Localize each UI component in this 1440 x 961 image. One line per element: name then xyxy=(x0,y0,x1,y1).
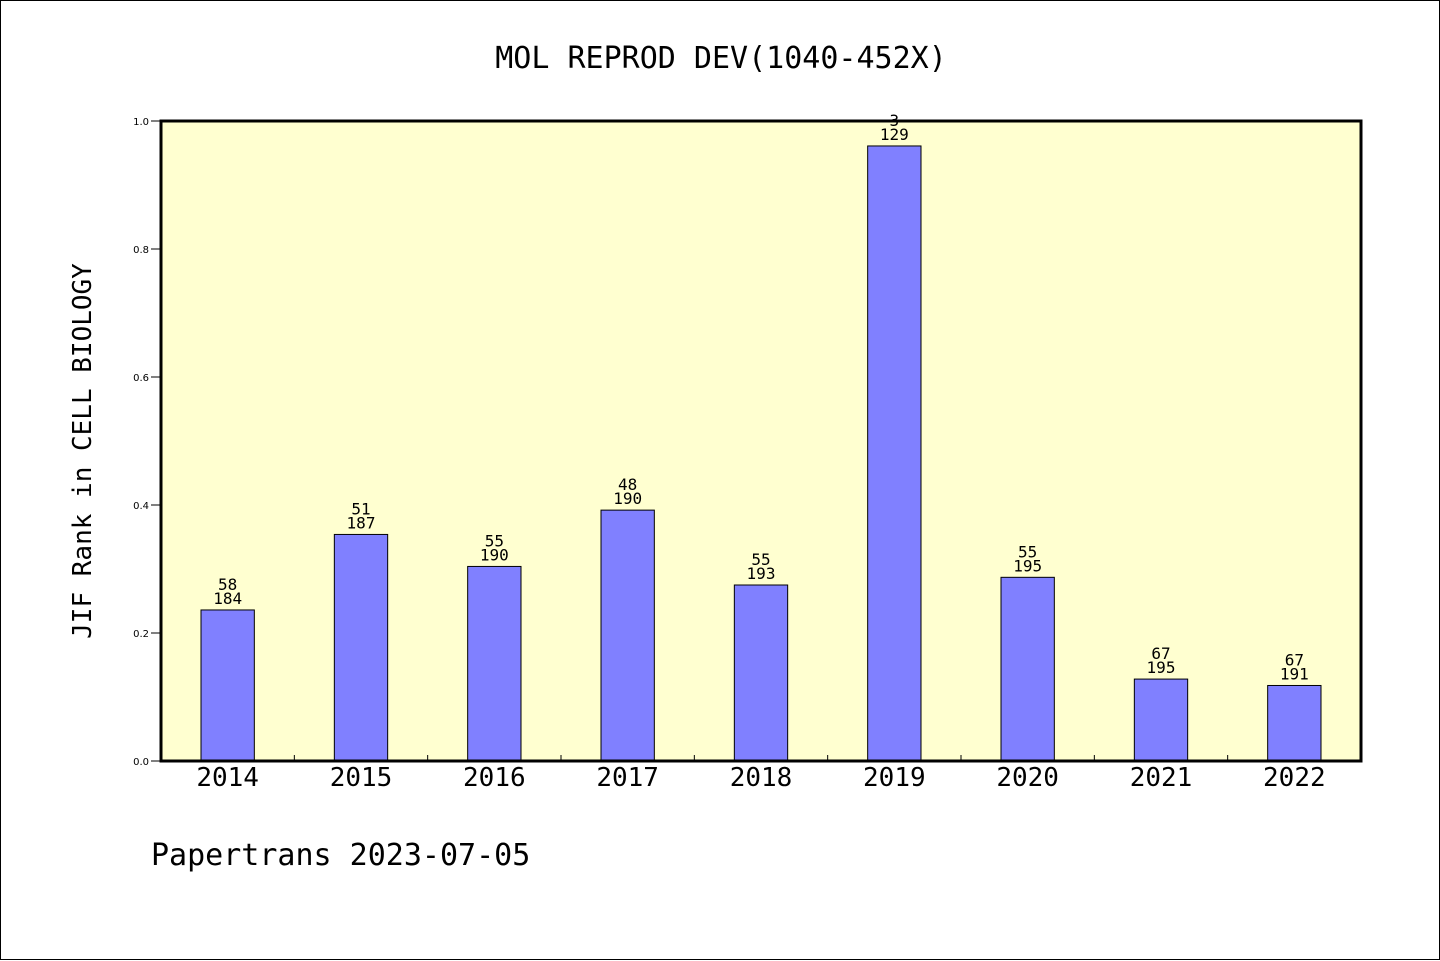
x-tick-label-2021: 2021 xyxy=(1130,763,1193,793)
rank-label-2017: 48 xyxy=(618,475,637,494)
x-tick-label-2014: 2014 xyxy=(196,763,259,793)
rank-label-2016: 55 xyxy=(485,531,504,550)
y-tick-label: 0.0 xyxy=(133,757,149,768)
y-axis: 0.0 0.2 0.4 0.6 0.8 1.0 xyxy=(133,117,161,768)
total-label-2020: 195 xyxy=(1013,556,1042,575)
chart-title: MOL REPROD DEV(1040-452X) xyxy=(495,41,947,76)
total-label-2021: 195 xyxy=(1147,658,1176,677)
bar-2015 xyxy=(333,533,389,762)
x-tick-label-2020: 2020 xyxy=(996,763,1059,793)
total-label-2018: 193 xyxy=(747,564,776,583)
bar-2022 xyxy=(1267,684,1322,762)
rank-label-2014: 58 xyxy=(218,575,237,594)
bar-2017 xyxy=(600,509,655,762)
rank-label-2018: 55 xyxy=(751,550,770,569)
y-tick-label: 0.2 xyxy=(133,629,149,640)
footer-text: Papertrans 2023-07-05 xyxy=(151,838,530,873)
x-axis: 2014 2015 2016 2017 2018 2019 2020 2021 2022 xyxy=(196,755,1326,793)
bar-2018 xyxy=(733,584,789,762)
total-label-2022: 191 xyxy=(1280,664,1309,683)
plot-border xyxy=(159,119,1363,763)
bar-2020 xyxy=(1000,576,1055,762)
x-tick-label-2018: 2018 xyxy=(730,763,793,793)
rank-label-2022: 67 xyxy=(1285,650,1304,669)
y-tick-label: 1.0 xyxy=(133,117,149,128)
rank-label-2021: 67 xyxy=(1151,644,1170,663)
x-tick-label-2022: 2022 xyxy=(1263,763,1326,793)
bar-2016 xyxy=(467,565,522,762)
x-tick-label-2019: 2019 xyxy=(863,763,926,793)
total-label-2019: 129 xyxy=(880,125,909,144)
y-axis-label: JIF Rank in CELL BIOLOGY xyxy=(68,263,98,639)
bars-layer xyxy=(200,145,1322,762)
total-label-2016: 190 xyxy=(480,545,509,564)
rank-label-2015: 51 xyxy=(351,499,370,518)
y-tick-label: 0.4 xyxy=(133,501,149,512)
bar-2019 xyxy=(867,145,922,762)
x-tick-label-2016: 2016 xyxy=(463,763,526,793)
total-label-2015: 187 xyxy=(347,513,376,532)
bar-2021 xyxy=(1133,678,1189,762)
total-label-2014: 184 xyxy=(213,589,242,608)
y-tick-label: 0.8 xyxy=(133,245,149,256)
x-tick-label-2017: 2017 xyxy=(596,763,659,793)
y-tick-label: 0.6 xyxy=(133,373,149,384)
rank-label-2020: 55 xyxy=(1018,542,1037,561)
bar-2014 xyxy=(200,609,255,762)
total-label-2017: 190 xyxy=(613,489,642,508)
x-tick-label-2015: 2015 xyxy=(330,763,393,793)
